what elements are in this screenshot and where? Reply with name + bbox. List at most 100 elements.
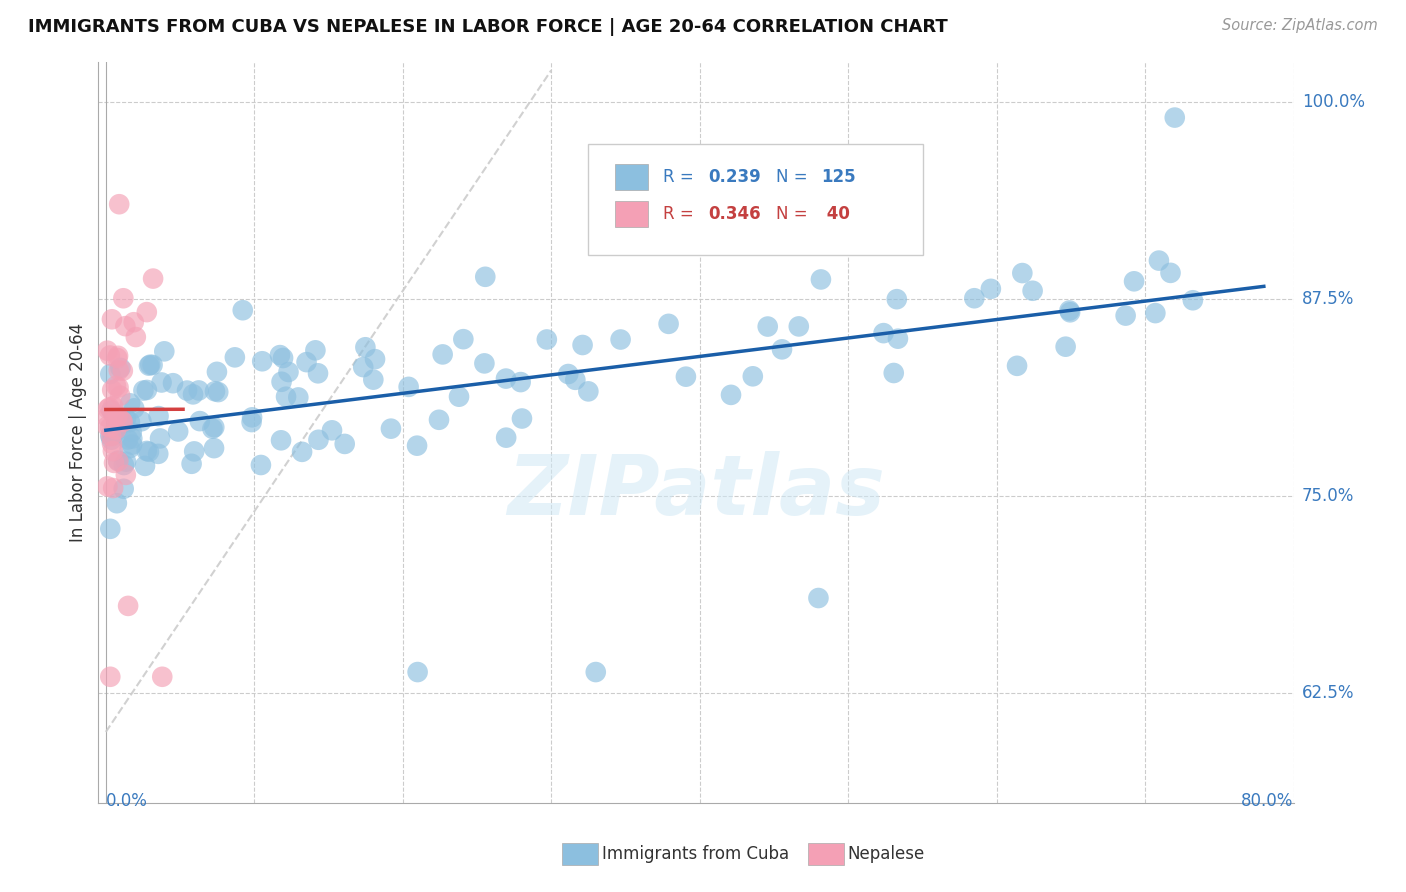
Nepalese	[101, 312, 124, 326]
Nepalese	[142, 271, 165, 285]
Nepalese	[98, 401, 121, 415]
Immigrants from Cuba	[98, 429, 121, 443]
Immigrants from Cuba	[363, 373, 385, 387]
Text: 125: 125	[821, 169, 856, 186]
Nepalese	[96, 419, 118, 434]
Immigrants from Cuba	[406, 665, 429, 679]
Immigrants from Cuba	[104, 423, 127, 437]
Immigrants from Cuba	[474, 269, 496, 284]
Immigrants from Cuba	[105, 496, 128, 510]
Immigrants from Cuba	[148, 447, 170, 461]
Immigrants from Cuba	[202, 420, 225, 434]
Immigrants from Cuba	[139, 358, 162, 372]
Nepalese	[105, 379, 128, 393]
Nepalese	[111, 415, 134, 429]
Immigrants from Cuba	[118, 441, 141, 455]
Immigrants from Cuba	[107, 453, 129, 467]
Nepalese	[98, 670, 121, 684]
Immigrants from Cuba	[240, 410, 263, 425]
Immigrants from Cuba	[1059, 305, 1081, 319]
Nepalese	[108, 197, 131, 211]
Immigrants from Cuba	[101, 428, 124, 442]
Immigrants from Cuba	[269, 348, 291, 362]
Immigrants from Cuba	[142, 358, 165, 372]
Immigrants from Cuba	[333, 437, 356, 451]
Nepalese	[107, 349, 129, 363]
Immigrants from Cuba	[675, 369, 697, 384]
Text: 62.5%: 62.5%	[1302, 683, 1354, 701]
Immigrants from Cuba	[112, 458, 135, 472]
Immigrants from Cuba	[1021, 284, 1043, 298]
Immigrants from Cuba	[121, 425, 143, 440]
Immigrants from Cuba	[406, 439, 429, 453]
Immigrants from Cuba	[153, 344, 176, 359]
Immigrants from Cuba	[252, 354, 274, 368]
Immigrants from Cuba	[104, 409, 127, 423]
Immigrants from Cuba	[509, 375, 531, 389]
Immigrants from Cuba	[115, 411, 138, 425]
Immigrants from Cuba	[112, 482, 135, 496]
Immigrants from Cuba	[354, 340, 377, 354]
Immigrants from Cuba	[98, 522, 121, 536]
Immigrants from Cuba	[118, 415, 141, 429]
Nepalese	[107, 380, 129, 394]
Nepalese	[114, 467, 136, 482]
Text: N =: N =	[776, 169, 813, 186]
Immigrants from Cuba	[188, 414, 211, 428]
Immigrants from Cuba	[741, 369, 763, 384]
Nepalese	[125, 330, 148, 344]
Immigrants from Cuba	[886, 292, 908, 306]
Immigrants from Cuba	[149, 432, 172, 446]
Immigrants from Cuba	[887, 332, 910, 346]
Immigrants from Cuba	[453, 332, 475, 346]
Immigrants from Cuba	[120, 396, 142, 410]
Immigrants from Cuba	[181, 387, 204, 401]
Immigrants from Cuba	[308, 433, 330, 447]
Immigrants from Cuba	[980, 282, 1002, 296]
Text: Immigrants from Cuba: Immigrants from Cuba	[602, 845, 789, 863]
Immigrants from Cuba	[1115, 309, 1137, 323]
Nepalese	[101, 383, 124, 397]
Immigrants from Cuba	[98, 367, 121, 381]
Nepalese	[100, 429, 122, 443]
Immigrants from Cuba	[658, 317, 681, 331]
Immigrants from Cuba	[134, 458, 156, 473]
Nepalese	[103, 408, 125, 422]
Text: R =: R =	[662, 205, 699, 223]
Immigrants from Cuba	[115, 455, 138, 469]
Immigrants from Cuba	[100, 433, 122, 447]
Nepalese	[105, 351, 128, 365]
Immigrants from Cuba	[132, 384, 155, 398]
Immigrants from Cuba	[121, 432, 143, 446]
Bar	[614, 164, 648, 190]
Nepalese	[96, 479, 118, 493]
Nepalese	[117, 599, 139, 613]
Immigrants from Cuba	[432, 347, 454, 361]
Text: 0.346: 0.346	[709, 205, 761, 223]
Immigrants from Cuba	[135, 383, 157, 397]
Nepalese	[96, 410, 118, 425]
Bar	[614, 202, 648, 227]
Immigrants from Cuba	[1181, 293, 1204, 308]
Immigrants from Cuba	[307, 367, 329, 381]
Immigrants from Cuba	[205, 365, 228, 379]
Nepalese	[112, 291, 135, 305]
Immigrants from Cuba	[100, 403, 122, 417]
Immigrants from Cuba	[295, 355, 318, 369]
Nepalese	[98, 420, 121, 434]
Nepalese	[96, 343, 118, 358]
Immigrants from Cuba	[131, 414, 153, 428]
Immigrants from Cuba	[138, 444, 160, 458]
Immigrants from Cuba	[1005, 359, 1028, 373]
Immigrants from Cuba	[202, 441, 225, 455]
Immigrants from Cuba	[1160, 266, 1182, 280]
Immigrants from Cuba	[135, 444, 157, 458]
Immigrants from Cuba	[380, 422, 402, 436]
Immigrants from Cuba	[1123, 274, 1146, 288]
Immigrants from Cuba	[180, 457, 202, 471]
Text: N =: N =	[776, 205, 813, 223]
Immigrants from Cuba	[304, 343, 326, 358]
Text: Nepalese: Nepalese	[848, 845, 925, 863]
Text: 80.0%: 80.0%	[1241, 792, 1294, 810]
Nepalese	[107, 363, 129, 377]
